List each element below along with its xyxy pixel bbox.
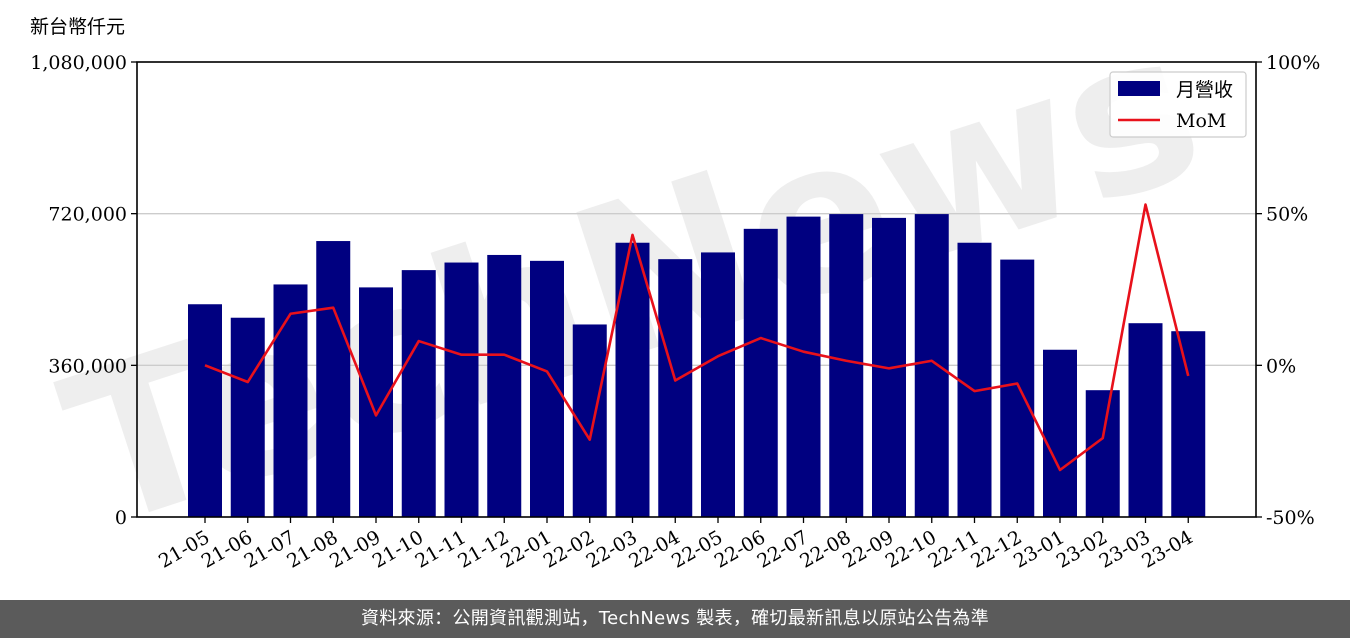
right-tick-label: 50% xyxy=(1266,204,1308,226)
bar-22-10 xyxy=(914,214,949,518)
bar-23-02 xyxy=(1085,390,1120,517)
bar-23-01 xyxy=(1043,349,1077,517)
mom-line xyxy=(204,203,1190,472)
legend-line-label: MoM xyxy=(1176,110,1226,132)
source-footer-text: 資料來源：公開資訊觀測站，TechNews 製表，確切最新訊息以原站公告為準 xyxy=(360,608,990,629)
bar-22-07 xyxy=(786,216,821,518)
bar-22-08 xyxy=(829,214,864,518)
bar-21-11 xyxy=(444,262,479,517)
right-tick-label: 0% xyxy=(1266,355,1296,377)
left-tick-label: 360,000 xyxy=(48,355,127,377)
chart-container: TechNews 0360,000720,0001,080,000-50%0%5… xyxy=(30,0,1320,576)
plot-frame xyxy=(136,61,1257,518)
bar-series xyxy=(188,214,1206,518)
legend-bar-label: 月營收 xyxy=(1176,79,1233,101)
bar-22-12 xyxy=(1000,259,1035,517)
left-tick-label: 0 xyxy=(115,507,127,529)
x-tick-label: 23-04 xyxy=(1138,526,1196,572)
bar-22-11 xyxy=(957,242,992,517)
bar-21-06 xyxy=(230,317,265,517)
right-tick-label: 100% xyxy=(1266,52,1320,74)
legend: 月營收 MoM xyxy=(1109,71,1247,138)
right-tick-label: -50% xyxy=(1266,507,1315,529)
left-tick-label: 720,000 xyxy=(48,204,127,226)
bar-22-04 xyxy=(658,259,693,517)
revenue-chart: TechNews 0360,000720,0001,080,000-50%0%5… xyxy=(30,0,1320,576)
source-footer: 資料來源：公開資訊觀測站，TechNews 製表，確切最新訊息以原站公告為準 xyxy=(0,600,1350,638)
bar-22-06 xyxy=(743,228,778,518)
bar-21-05 xyxy=(188,304,222,517)
bar-21-09 xyxy=(359,287,393,517)
bar-23-03 xyxy=(1128,323,1163,517)
bar-22-05 xyxy=(701,252,735,518)
bar-21-07 xyxy=(273,284,308,517)
bar-21-08 xyxy=(316,241,351,518)
bar-21-12 xyxy=(487,254,522,517)
mom-line-series xyxy=(204,203,1190,472)
bar-23-04 xyxy=(1171,331,1206,517)
legend-bar-swatch xyxy=(1118,81,1160,96)
bar-22-03 xyxy=(615,242,650,517)
y-axis-unit-label: 新台幣仟元 xyxy=(30,16,125,38)
left-tick-label: 1,080,000 xyxy=(30,52,127,74)
bar-21-10 xyxy=(401,270,436,517)
